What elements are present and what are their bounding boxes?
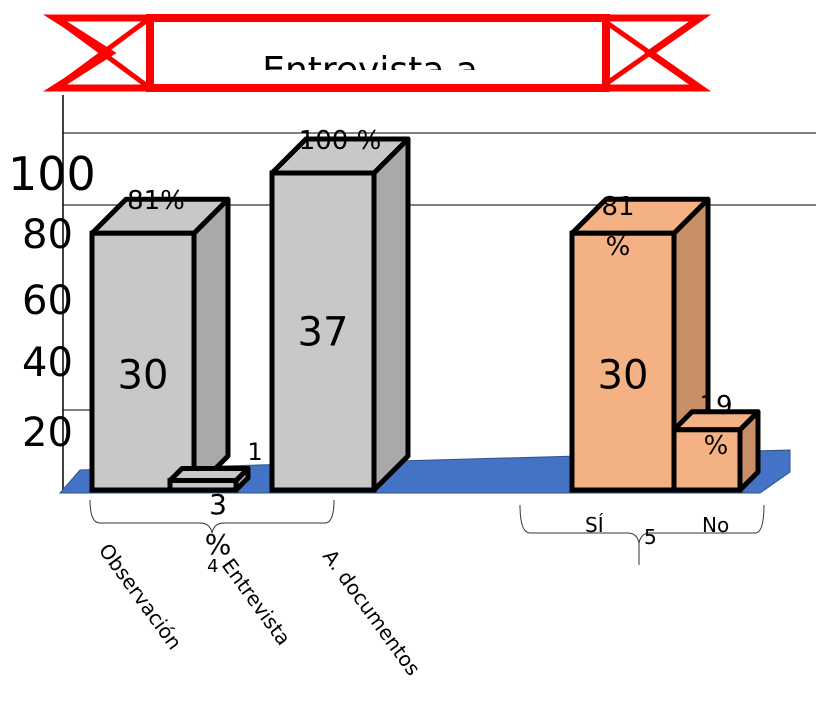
bar-front: [167, 477, 239, 493]
title-banner: Entrevista a: [42, 14, 712, 92]
annotation-label: 5: [644, 525, 657, 549]
bar-percent-label: %: [205, 528, 232, 561]
y-tick-label: 20: [22, 410, 73, 456]
bar-front: [269, 170, 377, 493]
x-tick-label: Entrevista: [217, 554, 296, 650]
x-axis: Observación 4 Entrevista A. documentos S…: [94, 513, 729, 680]
bar-percent-label: 19: [699, 391, 732, 421]
y-tick-label: 80: [22, 212, 73, 258]
bar-Entrevista: [167, 465, 251, 493]
bar-A. documentos: [269, 136, 411, 493]
bar-No: [671, 409, 761, 493]
bar-percent-label: 3: [209, 488, 227, 521]
bars: 30 81% 13% 37 100 % 30 81% 19%: [89, 126, 761, 561]
bar-front: [671, 427, 743, 493]
bar-percent-label: %: [606, 232, 631, 262]
x-tick-label: Observación: [94, 539, 187, 654]
bar-side: [371, 136, 411, 493]
y-tick-label: 100: [8, 147, 96, 201]
bar-Observación: [89, 196, 231, 493]
x-tick-label: A. documentos: [318, 545, 425, 680]
x-tick-label: No: [702, 513, 729, 537]
annotation-label: 4: [207, 556, 218, 577]
bar-value-label: 37: [298, 310, 349, 356]
y-tick-label: 40: [22, 340, 73, 386]
group-bracket: [89, 499, 335, 534]
bar-percent-label: 81: [601, 192, 634, 222]
banner-left-ribbon: [42, 14, 154, 92]
bar-SÍ: [569, 196, 711, 493]
bar-front: [569, 230, 677, 493]
banner-title: Entrevista a: [262, 50, 478, 91]
bar-front: [89, 230, 197, 493]
bar-value-label: 30: [598, 352, 649, 398]
y-tick-label: 60: [22, 278, 73, 324]
bar-percent-label: %: [704, 431, 729, 461]
group-brackets: [89, 499, 765, 565]
y-axis: 100 80 60 40 20: [8, 147, 96, 456]
bar-percent-label: 81%: [127, 186, 185, 216]
bar-value-label: 30: [118, 352, 169, 398]
bar-percent-label: 100 %: [299, 126, 382, 156]
bar-side: [191, 196, 231, 493]
banner-box: [146, 14, 610, 92]
x-tick-label: SÍ: [585, 513, 604, 537]
bar-value-label: 1: [247, 438, 262, 466]
